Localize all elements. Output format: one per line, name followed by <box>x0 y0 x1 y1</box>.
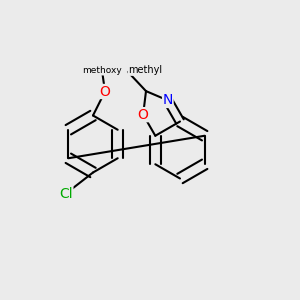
Text: methyl: methyl <box>128 65 162 75</box>
Text: methoxy: methoxy <box>82 66 122 75</box>
Text: O: O <box>100 85 110 98</box>
Text: O: O <box>138 108 148 122</box>
Text: Cl: Cl <box>59 187 73 200</box>
Text: N: N <box>163 93 173 107</box>
